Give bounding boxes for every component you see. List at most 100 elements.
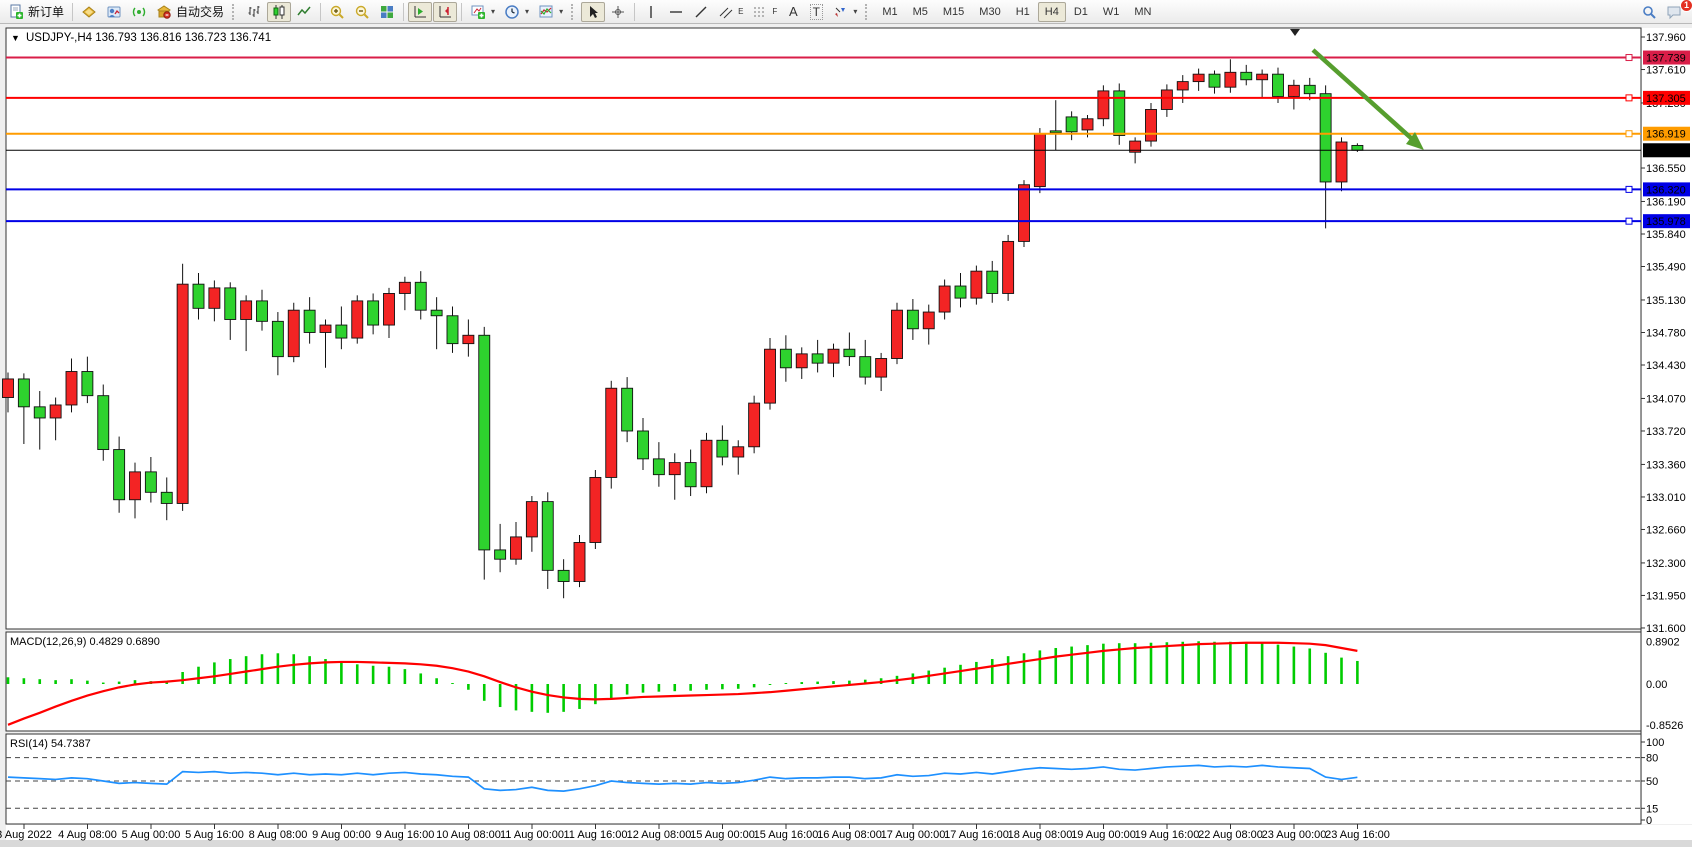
candle-body [541,501,554,571]
candle-body [589,476,602,543]
new-order-button[interactable]: 新订单 [4,2,68,22]
market-watch-button[interactable] [77,2,101,22]
timeframe-h1-button[interactable]: H1 [1015,5,1030,18]
timeframe-m1-button[interactable]: M1 [882,5,898,18]
candle-body [875,358,888,378]
auto-trading-button[interactable]: 自动交易 [152,2,228,22]
periods-button[interactable]: ▾ [500,2,533,22]
macd-pane[interactable] [5,631,1642,732]
symbol-dropdown-icon[interactable]: ▼ [11,33,20,43]
text-tool-button[interactable]: A [782,2,804,22]
chevron-down-icon[interactable]: ▾ [559,7,564,16]
zoom-out-button[interactable] [350,2,374,22]
fibonacci-tool-button[interactable]: F [748,2,781,22]
candle-body [827,348,840,364]
toolbar-drag-handle[interactable] [571,3,577,20]
hline-handle[interactable] [1625,54,1633,62]
timeframe-m5-button[interactable]: M5 [912,5,928,18]
svg-text:133.720: 133.720 [1646,426,1686,438]
channel-tool-button[interactable]: E [714,2,747,22]
arrows-tool-button[interactable]: ▾ [828,2,861,22]
trend-arrow-object[interactable] [1311,48,1413,140]
signals-button[interactable] [127,2,151,22]
trendline-tool-button[interactable] [689,2,713,22]
candlestick-mode-button[interactable] [267,1,292,22]
candle-body [1303,84,1316,95]
candle-body [383,293,395,326]
candle-body [478,334,491,551]
crosshair-tool-button[interactable] [606,2,630,22]
indicators-button[interactable]: ▾ [534,2,567,22]
hline-handle[interactable] [1625,94,1633,102]
timeframe-m15-button[interactable]: M15 [942,5,965,18]
vertical-line-tool-button[interactable] [639,2,663,22]
timeframe-d1-button[interactable]: D1 [1073,5,1088,18]
rsi-pane[interactable] [5,733,1642,825]
timeframe-w1-button[interactable]: W1 [1102,5,1120,18]
candle-body [1272,73,1284,97]
timeframe-m30-button[interactable]: M30 [979,5,1001,18]
price-axis[interactable] [1642,28,1692,824]
auto-scroll-icon [439,5,452,17]
chart-canvas[interactable]: 137.960137.610137.250136.550136.190135.8… [0,24,1692,847]
line-chart-mode-button[interactable] [292,2,316,22]
candle-body [843,348,856,358]
horizontal-line-tool-button[interactable] [664,2,688,22]
candle-body [748,402,761,448]
toolbar-drag-handle[interactable] [865,3,871,20]
separator [403,2,405,21]
new-chart-button[interactable]: ▾ [466,2,499,22]
candle-body [160,491,173,504]
svg-text:134.070: 134.070 [1646,393,1686,405]
chevron-down-icon[interactable]: ▾ [525,7,530,16]
svg-text:136.919: 136.919 [1646,129,1686,141]
rsi-label: RSI(14) 54.7387 [10,738,91,750]
main-pane[interactable] [5,27,1642,630]
new-order-icon [10,4,23,19]
price-line-badge [1643,214,1690,229]
svg-text:134.780: 134.780 [1646,327,1686,339]
svg-text:136.320: 136.320 [1646,184,1686,196]
candle-body [764,348,776,404]
svg-text:17 Aug 00:00: 17 Aug 00:00 [881,829,946,841]
candle-body [1224,71,1237,88]
chart-shift-button[interactable] [408,1,433,22]
bar-chart-mode-button[interactable] [242,2,266,22]
chevron-down-icon[interactable]: ▾ [491,7,496,16]
tile-windows-button[interactable] [375,2,399,22]
horizontal-lines-layer: 137.739 137.305 136.919 136.320 135.978 136.7… [6,50,1690,229]
auto-scroll-button[interactable] [433,1,458,22]
crosshair-icon [612,5,625,18]
cursor-tool-button[interactable] [581,1,606,22]
trend-arrow-head[interactable] [1406,132,1424,150]
candle-body [430,309,443,317]
svg-text:100: 100 [1646,737,1664,749]
text-label-tool-button[interactable]: T [805,2,827,22]
chat-button[interactable]: 1 [1662,0,1692,22]
candle-body [811,353,824,364]
candle-body [668,462,681,476]
svg-text:135.130: 135.130 [1646,295,1686,307]
timeframe-h4-button[interactable]: H4 [1037,1,1066,22]
zoom-in-button[interactable] [325,2,349,22]
hline-handle[interactable] [1625,185,1633,193]
toolbar-drag-handle[interactable] [232,3,238,20]
candle-body [271,320,284,358]
chart-shift-marker[interactable] [1290,29,1300,36]
zoom-in-icon [330,5,344,19]
separator [320,2,322,21]
hline-handle[interactable] [1625,217,1633,225]
chevron-down-icon[interactable]: ▾ [853,7,858,16]
timeframe-mn-button[interactable]: MN [1134,5,1152,18]
candle-body [1287,84,1300,97]
candle-body [684,462,697,488]
time-axis[interactable] [6,825,1692,840]
search-button[interactable] [1637,2,1661,22]
hline-handle[interactable] [1625,130,1633,138]
horizontal-line-icon [670,10,683,13]
separator [461,2,463,21]
profile-button[interactable] [102,2,126,22]
candle-body [637,430,649,460]
candle-body [129,471,141,501]
text-label-icon: T [809,3,823,20]
